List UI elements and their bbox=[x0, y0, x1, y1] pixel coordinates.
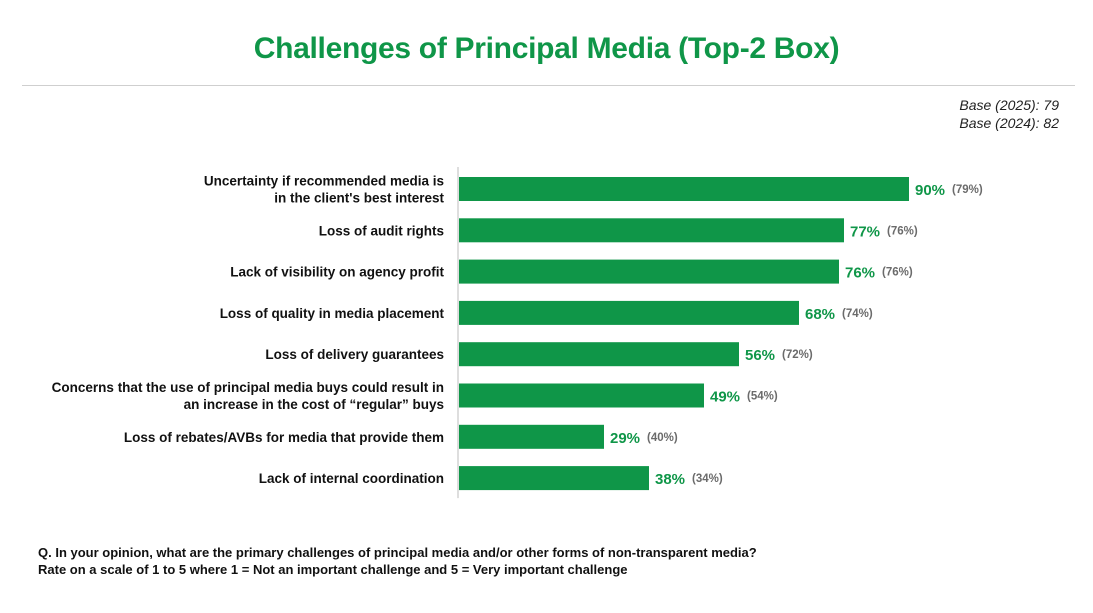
bar-4 bbox=[459, 300, 799, 325]
value-label-3: 76% bbox=[845, 265, 875, 282]
prior-value-label-1: (79%) bbox=[952, 184, 983, 196]
footnote: Q. In your opinion, what are the primary… bbox=[38, 544, 757, 578]
bar-3 bbox=[459, 259, 839, 284]
base-2025: Base (2025): 79 bbox=[959, 97, 1059, 113]
footnote-scale: Rate on a scale of 1 to 5 where 1 = Not … bbox=[38, 562, 628, 577]
prior-value-label-7: (40%) bbox=[647, 432, 678, 444]
bar-6 bbox=[459, 383, 704, 408]
value-label-8: 38% bbox=[655, 471, 685, 488]
category-label-2: Loss of audit rights bbox=[319, 223, 444, 238]
base-2024: Base (2024): 82 bbox=[959, 115, 1059, 131]
chart-title: Challenges of Principal Media (Top-2 Box… bbox=[253, 32, 840, 65]
value-label-2: 77% bbox=[850, 223, 880, 240]
category-label-5: Loss of delivery guarantees bbox=[265, 347, 444, 362]
title-divider bbox=[22, 85, 1075, 86]
value-label-5: 56% bbox=[745, 347, 775, 364]
bar-8 bbox=[459, 466, 649, 491]
prior-value-label-3: (76%) bbox=[882, 267, 913, 279]
category-label-8: Lack of internal coordination bbox=[259, 471, 444, 486]
bar-7 bbox=[459, 424, 604, 449]
category-label-3: Lack of visibility on agency profit bbox=[230, 265, 444, 280]
value-label-4: 68% bbox=[805, 306, 835, 323]
value-label-7: 29% bbox=[610, 430, 640, 447]
prior-value-label-6: (54%) bbox=[747, 391, 778, 403]
bar-2 bbox=[459, 218, 844, 243]
bar-1 bbox=[459, 177, 909, 201]
bar-5 bbox=[459, 342, 739, 367]
category-label-7: Loss of rebates/AVBs for media that prov… bbox=[124, 430, 444, 445]
prior-value-label-5: (72%) bbox=[782, 349, 813, 361]
value-label-1: 90% bbox=[915, 182, 945, 199]
value-label-6: 49% bbox=[710, 389, 740, 406]
prior-value-label-2: (76%) bbox=[887, 225, 918, 237]
base-sizes: Base (2025): 79 Base (2024): 82 bbox=[959, 96, 1059, 132]
category-label-6: Concerns that the use of principal media… bbox=[52, 380, 444, 412]
footnote-question: Q. In your opinion, what are the primary… bbox=[38, 545, 757, 560]
prior-value-label-8: (34%) bbox=[692, 473, 723, 485]
category-label-1: Uncertainty if recommended media is in th… bbox=[204, 174, 445, 206]
prior-value-label-4: (74%) bbox=[842, 308, 873, 320]
category-label-4: Loss of quality in media placement bbox=[220, 306, 445, 321]
